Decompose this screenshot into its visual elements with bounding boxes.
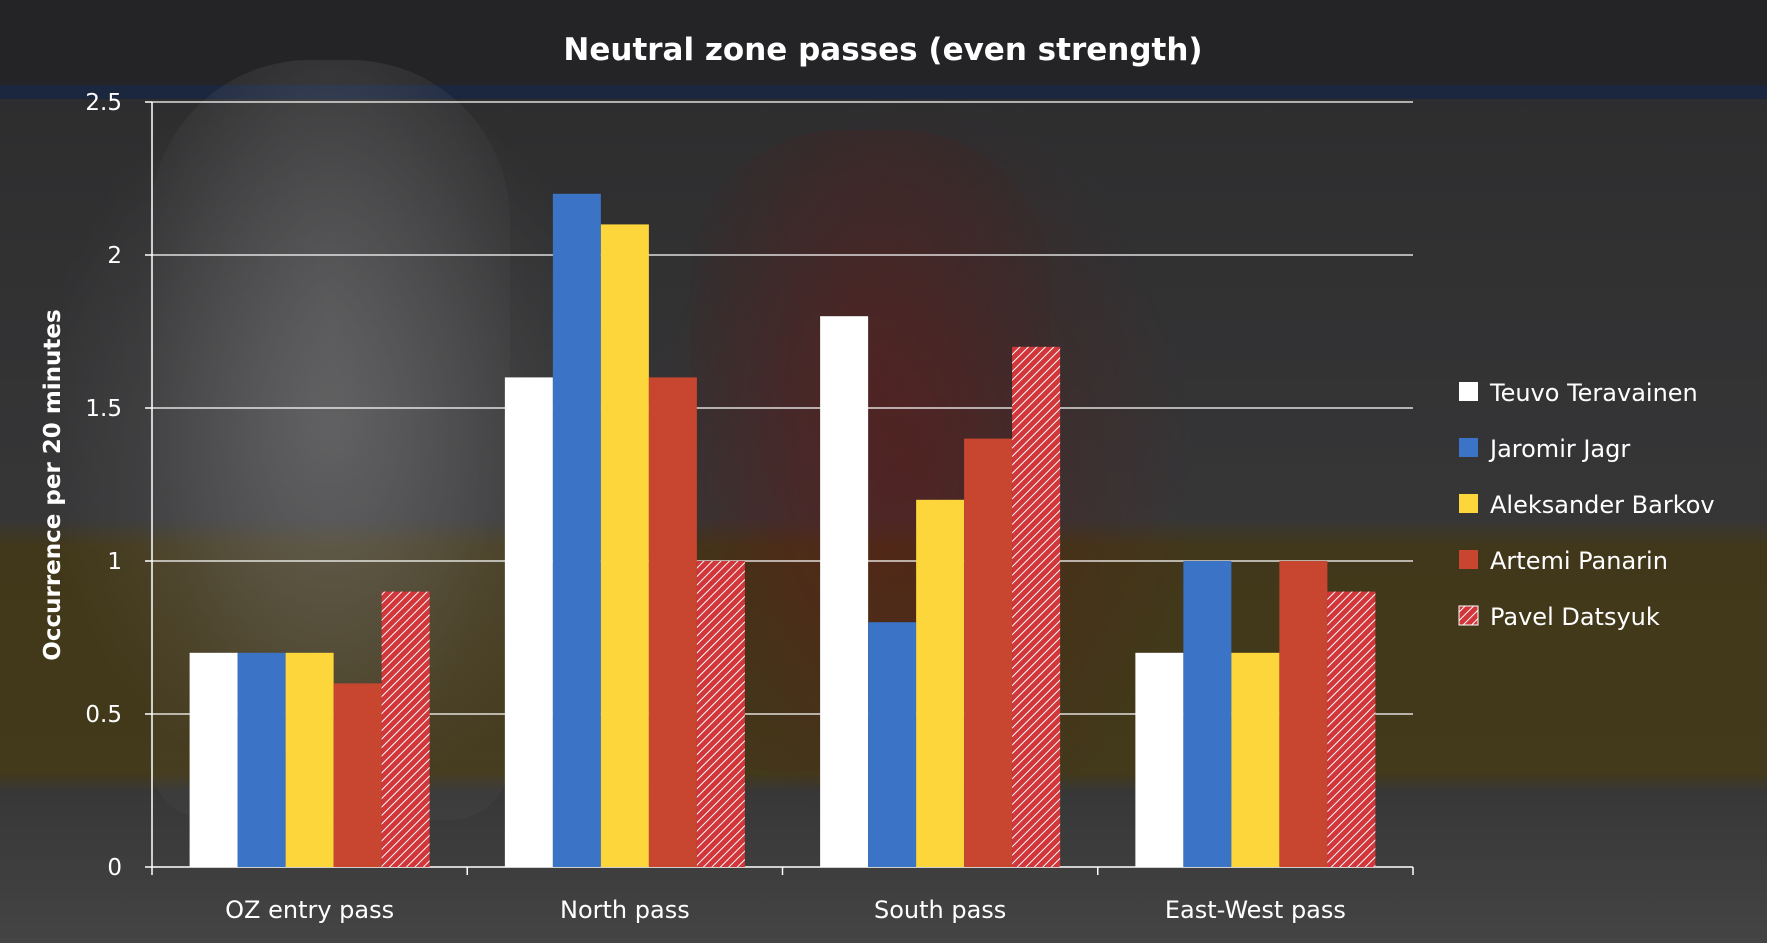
legend-swatch <box>1459 382 1478 401</box>
x-category-label: South pass <box>874 896 1006 924</box>
y-tick-label: 0.5 <box>85 702 122 728</box>
legend-label: Teuvo Teravainen <box>1489 379 1698 407</box>
axis-labels: 0 0.5 1 1.5 2 2.5 OZ entry pass North pass South… <box>85 90 1345 924</box>
legend-label: Jaromir Jagr <box>1488 435 1630 463</box>
bar <box>648 377 697 867</box>
bar <box>552 193 601 868</box>
legend-swatch <box>1459 494 1478 513</box>
bar <box>964 438 1013 867</box>
bar <box>333 683 382 867</box>
bar <box>916 499 965 867</box>
chart-title: Neutral zone passes (even strength) <box>563 32 1202 68</box>
bar <box>600 224 649 867</box>
x-category-label: East-West pass <box>1165 896 1346 924</box>
bar <box>1327 591 1376 867</box>
y-tick-label: 2 <box>107 243 122 269</box>
bar <box>820 316 869 867</box>
bar <box>1231 652 1280 867</box>
x-category-label: North pass <box>560 896 690 924</box>
bar <box>285 652 334 867</box>
y-tick-label: 1 <box>107 549 122 575</box>
bars <box>189 193 1376 868</box>
bar <box>189 652 238 867</box>
legend-swatch <box>1459 438 1478 457</box>
bar <box>696 561 745 867</box>
bar <box>381 591 430 867</box>
legend-label: Aleksander Barkov <box>1490 491 1715 519</box>
bar <box>504 377 553 867</box>
legend-label: Artemi Panarin <box>1490 547 1668 575</box>
bar <box>1012 346 1061 867</box>
x-category-label: OZ entry pass <box>225 896 394 924</box>
bar <box>1183 561 1232 867</box>
legend-swatch <box>1458 605 1479 626</box>
y-tick-label: 1.5 <box>85 396 122 422</box>
y-axis-label: Occurrence per 20 minutes <box>40 309 66 660</box>
y-tick-label: 2.5 <box>85 90 122 116</box>
bar <box>237 652 286 867</box>
legend-label: Pavel Datsyuk <box>1490 603 1660 631</box>
bar <box>1135 652 1184 867</box>
bar <box>1279 561 1328 867</box>
legend: Teuvo Teravainen Jaromir Jagr Aleksander B… <box>1458 379 1715 631</box>
legend-swatch <box>1459 550 1478 569</box>
bar <box>868 622 917 867</box>
y-tick-label: 0 <box>107 855 122 881</box>
